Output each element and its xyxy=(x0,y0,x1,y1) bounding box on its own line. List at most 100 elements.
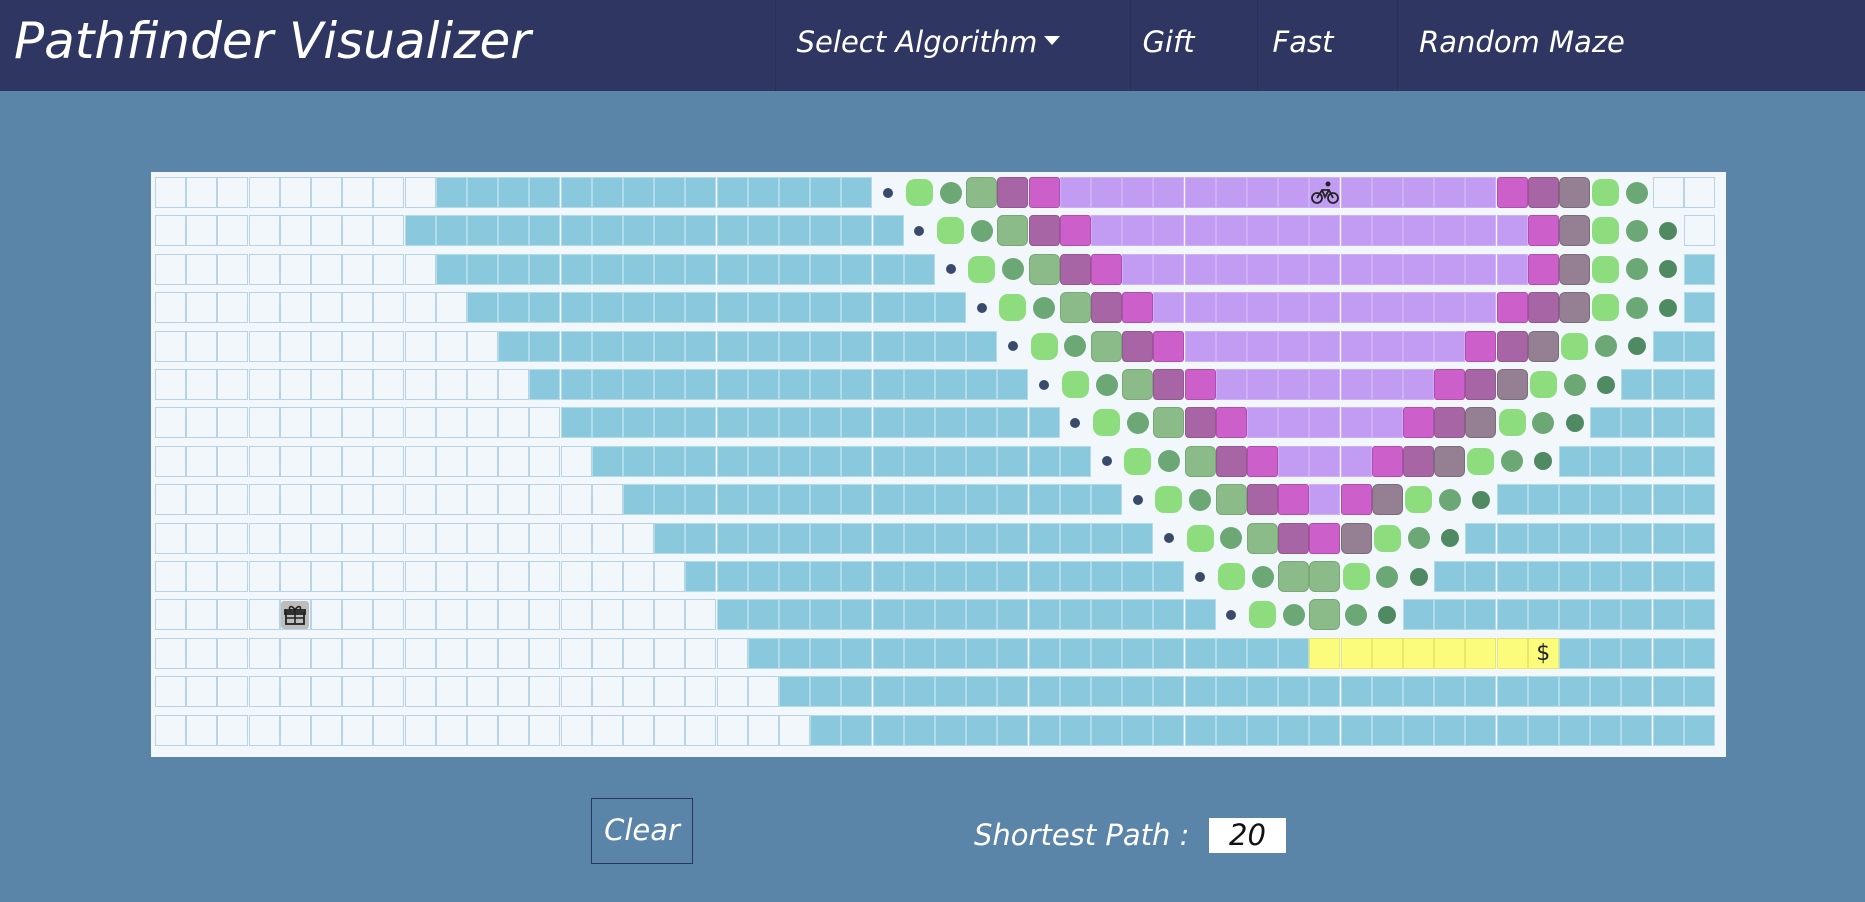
grid-cell[interactable] xyxy=(342,445,374,477)
grid-cell[interactable] xyxy=(373,484,405,516)
wall-cell[interactable] xyxy=(1184,676,1216,708)
grid-cell[interactable] xyxy=(404,177,436,208)
grid-cell[interactable] xyxy=(217,484,249,516)
grid-cell[interactable] xyxy=(248,522,280,554)
visited-cell[interactable] xyxy=(1153,292,1185,324)
grid-cell[interactable] xyxy=(217,215,249,247)
grid-cell[interactable] xyxy=(217,253,249,285)
wall-cell[interactable] xyxy=(779,292,810,324)
grid-cell[interactable] xyxy=(186,177,218,208)
wall-cell[interactable] xyxy=(1371,714,1403,746)
wall-cell[interactable] xyxy=(498,177,530,208)
wall-cell[interactable] xyxy=(1683,561,1715,592)
visited-cell[interactable] xyxy=(1278,407,1310,439)
wall-cell[interactable] xyxy=(1621,637,1653,669)
grid-cell[interactable] xyxy=(311,637,342,669)
grid-cell[interactable] xyxy=(560,676,592,708)
grid-cell[interactable] xyxy=(467,445,498,477)
wall-cell[interactable] xyxy=(747,599,779,631)
frontier-node[interactable] xyxy=(1122,446,1153,477)
wall-cell[interactable] xyxy=(779,253,810,285)
wall-cell[interactable] xyxy=(872,484,904,516)
grid-cell[interactable] xyxy=(342,522,374,554)
frontier-node[interactable] xyxy=(1621,254,1652,285)
visited-cell[interactable] xyxy=(1247,369,1278,400)
visited-cell[interactable] xyxy=(1028,177,1060,208)
wall-cell[interactable] xyxy=(1559,599,1590,631)
grid-cell[interactable] xyxy=(467,637,498,669)
grid-cell[interactable] xyxy=(373,561,405,592)
visited-cell[interactable] xyxy=(1403,407,1434,439)
visited-cell[interactable] xyxy=(1371,253,1403,285)
wall-cell[interactable] xyxy=(1091,599,1122,631)
frontier-node[interactable] xyxy=(1559,331,1590,362)
wall-cell[interactable] xyxy=(1621,369,1653,400)
visited-cell[interactable] xyxy=(1278,253,1310,285)
visited-cell[interactable] xyxy=(1340,177,1372,208)
wall-cell[interactable] xyxy=(935,445,966,477)
grid-cell[interactable] xyxy=(529,522,561,554)
wall-cell[interactable] xyxy=(1683,445,1715,477)
visited-cell[interactable] xyxy=(1309,330,1341,362)
wall-cell[interactable] xyxy=(560,215,592,247)
wall-cell[interactable] xyxy=(966,484,998,516)
visited-cell[interactable] xyxy=(1496,369,1528,400)
wall-cell[interactable] xyxy=(623,292,654,324)
wall-cell[interactable] xyxy=(591,369,623,400)
gift-button[interactable]: Gift xyxy=(1130,0,1206,91)
wall-cell[interactable] xyxy=(685,292,717,324)
visited-cell[interactable] xyxy=(1278,177,1310,208)
wall-cell[interactable] xyxy=(1559,445,1590,477)
wall-cell[interactable] xyxy=(1153,599,1185,631)
grid-cell[interactable] xyxy=(404,676,436,708)
wall-cell[interactable] xyxy=(1434,676,1466,708)
wall-cell[interactable] xyxy=(1434,714,1466,746)
speed-button[interactable]: Fast xyxy=(1257,0,1348,91)
wall-cell[interactable] xyxy=(872,522,904,554)
visited-cell[interactable] xyxy=(1559,215,1590,247)
grid-cell[interactable] xyxy=(435,714,467,746)
grid-cell[interactable] xyxy=(186,484,218,516)
visited-cell[interactable] xyxy=(1247,177,1278,208)
wall-cell[interactable] xyxy=(716,369,748,400)
target-node[interactable]: $ xyxy=(1527,637,1559,669)
wall-cell[interactable] xyxy=(810,522,842,554)
frontier-node[interactable] xyxy=(1185,523,1216,554)
grid-cell[interactable] xyxy=(623,637,654,669)
visited-cell[interactable] xyxy=(1527,177,1559,208)
visited-cell[interactable] xyxy=(1371,215,1403,247)
grid-cell[interactable] xyxy=(498,407,530,439)
grid-cell[interactable] xyxy=(373,330,405,362)
grid-cell[interactable] xyxy=(279,561,311,592)
visited-cell[interactable] xyxy=(1403,445,1434,477)
wall-cell[interactable] xyxy=(1434,599,1466,631)
wall-cell[interactable] xyxy=(872,637,904,669)
wall-cell[interactable] xyxy=(716,330,748,362)
wall-cell[interactable] xyxy=(872,369,904,400)
wall-cell[interactable] xyxy=(1683,253,1715,285)
wall-cell[interactable] xyxy=(685,177,717,208)
grid-cell[interactable] xyxy=(467,599,498,631)
grid-cell[interactable] xyxy=(342,599,374,631)
grid-cell[interactable] xyxy=(373,676,405,708)
visited-cell[interactable] xyxy=(1278,484,1310,516)
grid-cell[interactable] xyxy=(186,599,218,631)
grid-cell[interactable] xyxy=(560,484,592,516)
grid-cell[interactable] xyxy=(435,484,467,516)
wall-cell[interactable] xyxy=(841,637,873,669)
grid-cell[interactable] xyxy=(404,369,436,400)
grid-cell[interactable] xyxy=(435,292,467,324)
wall-cell[interactable] xyxy=(1652,522,1684,554)
grid-cell[interactable] xyxy=(467,561,498,592)
grid-cell[interactable] xyxy=(435,445,467,477)
wall-cell[interactable] xyxy=(716,177,748,208)
wall-cell[interactable] xyxy=(529,369,561,400)
frontier-node[interactable] xyxy=(1372,561,1403,592)
grid-cell[interactable] xyxy=(373,292,405,324)
frontier-cell[interactable] xyxy=(1309,561,1341,592)
wall-cell[interactable] xyxy=(623,407,654,439)
frontier-node[interactable] xyxy=(966,254,997,285)
visited-cell[interactable] xyxy=(1215,407,1247,439)
grid-cell[interactable] xyxy=(155,714,186,746)
wall-cell[interactable] xyxy=(1465,599,1497,631)
